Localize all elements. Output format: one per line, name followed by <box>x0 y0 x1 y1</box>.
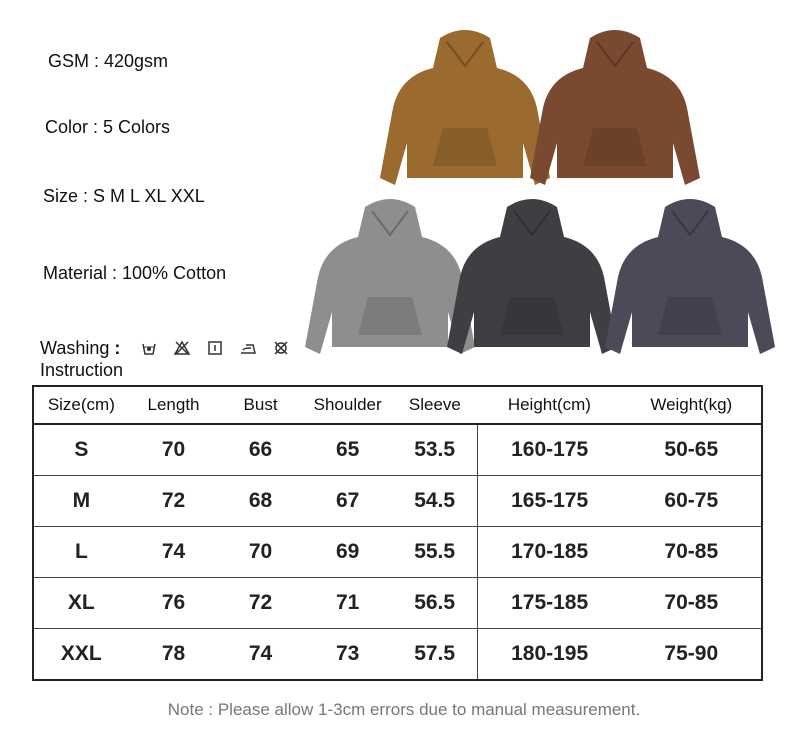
hoodie-hood <box>371 210 409 237</box>
table-header-row: Size(cm) Length Bust Shoulder Sleeve Height(c… <box>33 386 762 425</box>
size-chart-table: Size(cm) Length Bust Shoulder Sleeve Height(c… <box>32 385 763 681</box>
hoodie-charcoal <box>447 199 617 354</box>
do-not-bleach-icon <box>173 340 191 355</box>
table-cell: 70-85 <box>621 577 762 629</box>
instruction-text: Instruction <box>40 360 124 380</box>
table-row: S 70 66 65 53.5 160-175 50-65 <box>33 424 762 476</box>
table-cell: 78 <box>128 628 219 681</box>
table-cell: 67 <box>302 475 393 527</box>
table-cell: 70-85 <box>621 526 762 578</box>
table-cell: 165-175 <box>476 475 622 527</box>
table-cell: 54.5 <box>392 475 478 527</box>
table-cell: 75-90 <box>621 628 762 681</box>
table-row: M 72 68 67 54.5 165-175 60-75 <box>33 475 762 527</box>
iron-icon <box>241 344 256 354</box>
hoodie-hood <box>596 41 634 68</box>
hoodie-body <box>447 199 617 354</box>
column-header: Bust <box>218 386 303 425</box>
table-cell: 180-195 <box>476 628 622 681</box>
table-cell: 73 <box>302 628 393 681</box>
hoodie-hood <box>671 210 709 237</box>
table-cell: L <box>33 526 129 578</box>
table-cell: 74 <box>218 628 303 681</box>
table-cell: XXL <box>33 628 129 681</box>
table-cell: 57.5 <box>392 628 478 681</box>
hoodie-body <box>530 30 700 185</box>
hoodie-hood <box>513 210 551 237</box>
table-cell: 53.5 <box>392 424 478 476</box>
table-cell: 175-185 <box>476 577 622 629</box>
table-cell: 76 <box>128 577 219 629</box>
washing-colon: : <box>114 338 121 358</box>
hoodie-pocket <box>358 297 422 335</box>
table-cell: 160-175 <box>476 424 622 476</box>
hoodie-hood <box>446 41 484 68</box>
column-header: Shoulder <box>302 386 393 425</box>
hoodie-slate <box>605 199 775 354</box>
table-cell: 74 <box>128 526 219 578</box>
measurement-note: Note : Please allow 1-3cm errors due to … <box>167 700 641 719</box>
table-cell: S <box>33 424 129 476</box>
table-cell: 71 <box>302 577 393 629</box>
table-row: L 74 70 69 55.5 170-185 70-85 <box>33 526 762 578</box>
size-spec: Size : S M L XL XXL <box>43 186 205 206</box>
washing-instruction-label: Washing : Instruction <box>40 337 123 381</box>
table-cell: 72 <box>218 577 303 629</box>
hoodie-brown <box>530 30 700 185</box>
gsm-spec: GSM : 420gsm <box>48 51 169 71</box>
table-cell: 70 <box>128 424 219 476</box>
color-spec: Color : 5 Colors <box>45 117 171 137</box>
table-cell: 60-75 <box>621 475 762 527</box>
table-cell: 170-185 <box>476 526 622 578</box>
table-cell: XL <box>33 577 129 629</box>
hand-wash-icon <box>142 343 156 355</box>
hoodie-pocket <box>583 128 647 166</box>
hoodie-body <box>380 30 550 185</box>
column-header: Size(cm) <box>33 386 129 425</box>
column-header: Length <box>128 386 219 425</box>
table-cell: 69 <box>302 526 393 578</box>
column-header: Weight(kg) <box>621 386 762 425</box>
table-row: XL 76 72 71 56.5 175-185 70-85 <box>33 577 762 629</box>
table-cell: 50-65 <box>621 424 762 476</box>
hoodie-body <box>605 199 775 354</box>
table-cell: 68 <box>218 475 303 527</box>
washing-text: Washing <box>40 338 110 358</box>
hoodie-color-variants <box>305 30 775 354</box>
hoodie-body <box>305 199 475 354</box>
material-spec: Material : 100% Cotton <box>43 263 227 283</box>
table-cell: 65 <box>302 424 393 476</box>
table-cell: 56.5 <box>392 577 478 629</box>
washing-icons <box>140 340 290 356</box>
hoodie-pocket <box>500 297 564 335</box>
column-header: Height(cm) <box>477 386 622 425</box>
table-cell: 72 <box>128 475 219 527</box>
hoodie-camel <box>380 30 550 185</box>
table-cell: M <box>33 475 129 527</box>
table-cell: 70 <box>218 526 303 578</box>
hoodie-pocket <box>658 297 722 335</box>
table-row: XXL 78 74 73 57.5 180-195 75-90 <box>33 628 762 681</box>
tumble-dry-icon <box>208 341 222 355</box>
table-cell: 66 <box>218 424 303 476</box>
hoodie-light-grey <box>305 199 475 354</box>
table-cell: 55.5 <box>392 526 478 578</box>
hoodie-pocket <box>433 128 497 166</box>
column-header: Sleeve <box>392 386 478 425</box>
do-not-dry-clean-icon <box>274 341 288 355</box>
